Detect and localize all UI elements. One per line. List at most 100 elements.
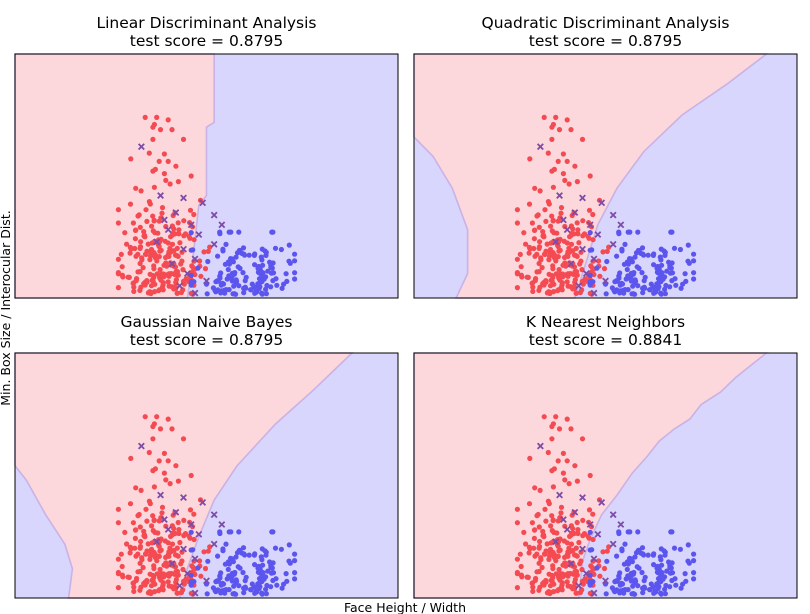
data-point-blue bbox=[223, 241, 229, 247]
misclassified-marker bbox=[191, 255, 199, 263]
data-point-blue bbox=[259, 557, 265, 563]
data-point-red bbox=[207, 544, 213, 550]
misclassified-marker bbox=[582, 270, 590, 278]
data-point-red bbox=[181, 517, 187, 524]
data-point-red bbox=[167, 181, 173, 187]
misclassified-marker bbox=[187, 221, 195, 229]
data-point-red bbox=[140, 265, 146, 271]
data-point-blue bbox=[188, 230, 194, 236]
data-point-red bbox=[198, 573, 204, 579]
data-point-blue bbox=[651, 262, 657, 268]
data-point-red bbox=[540, 233, 546, 239]
data-point-blue bbox=[658, 257, 664, 263]
data-point-red bbox=[198, 273, 204, 279]
data-point-blue bbox=[685, 542, 691, 548]
data-point-red bbox=[161, 151, 167, 157]
data-point-red bbox=[560, 151, 567, 157]
data-point-blue bbox=[281, 281, 287, 287]
data-point-red bbox=[137, 560, 143, 566]
data-point-red bbox=[566, 181, 572, 187]
data-point-red bbox=[159, 504, 166, 510]
data-point-red bbox=[177, 539, 183, 546]
y-axis-label: Min. Box Size / Interocular Dist. bbox=[0, 210, 13, 405]
data-point-red bbox=[182, 231, 189, 237]
data-point-red bbox=[536, 224, 542, 230]
data-point-red bbox=[564, 458, 570, 464]
data-point-red bbox=[175, 519, 181, 526]
misclassified-marker bbox=[137, 442, 145, 450]
data-point-blue bbox=[662, 586, 668, 592]
data-point-blue bbox=[236, 529, 242, 535]
data-point-blue bbox=[632, 277, 638, 283]
data-point-red bbox=[530, 588, 536, 595]
data-point-blue bbox=[635, 229, 641, 235]
data-point-red bbox=[526, 201, 533, 207]
data-point-red bbox=[150, 423, 156, 430]
data-point-red bbox=[115, 256, 121, 262]
data-point-blue bbox=[603, 591, 609, 597]
misclassified-marker bbox=[210, 240, 218, 248]
data-point-red bbox=[173, 463, 179, 469]
data-point-red bbox=[115, 207, 121, 213]
data-point-red bbox=[128, 156, 134, 162]
data-point-blue bbox=[617, 582, 623, 588]
data-point-blue bbox=[671, 245, 678, 251]
data-point-blue bbox=[691, 258, 697, 264]
data-point-red bbox=[545, 449, 551, 456]
data-point-blue bbox=[662, 552, 668, 558]
data-point-blue bbox=[651, 562, 657, 568]
data-point-blue bbox=[587, 230, 593, 236]
data-point-red bbox=[560, 450, 567, 456]
data-point-blue bbox=[263, 586, 269, 592]
data-point-red bbox=[165, 158, 171, 164]
data-point-blue bbox=[236, 247, 242, 254]
data-point-red bbox=[525, 274, 531, 280]
data-point-red bbox=[606, 244, 612, 250]
misclassified-marker bbox=[617, 221, 625, 229]
data-point-red bbox=[115, 569, 121, 576]
data-point-blue bbox=[278, 546, 284, 552]
data-point-blue bbox=[628, 256, 634, 262]
data-point-blue bbox=[612, 579, 618, 585]
data-point-blue bbox=[292, 570, 298, 576]
data-point-blue bbox=[268, 570, 275, 576]
data-point-red bbox=[137, 568, 143, 575]
data-point-red bbox=[158, 277, 164, 283]
data-point-blue bbox=[673, 582, 679, 588]
data-point-red bbox=[547, 253, 553, 259]
data-point-red bbox=[160, 287, 166, 293]
data-point-red bbox=[557, 277, 563, 283]
data-point-red bbox=[127, 250, 133, 256]
data-point-red bbox=[578, 558, 584, 564]
data-point-red bbox=[166, 271, 172, 277]
data-point-red bbox=[514, 520, 521, 526]
data-point-blue bbox=[188, 272, 194, 278]
data-point-red bbox=[554, 530, 560, 536]
data-point-red bbox=[555, 458, 561, 464]
data-point-blue bbox=[639, 569, 645, 576]
data-point-red bbox=[141, 281, 147, 287]
data-point-blue bbox=[292, 276, 298, 282]
data-point-blue bbox=[231, 583, 237, 589]
data-point-blue bbox=[682, 571, 688, 577]
data-point-blue bbox=[225, 266, 231, 273]
misclassified-marker bbox=[160, 216, 168, 224]
misclassified-marker bbox=[218, 521, 226, 528]
data-point-blue bbox=[263, 286, 269, 292]
data-point-red bbox=[156, 243, 162, 250]
data-point-blue bbox=[667, 270, 674, 276]
data-point-red bbox=[568, 127, 574, 133]
data-point-red bbox=[548, 540, 554, 546]
misclassified-marker bbox=[172, 508, 180, 516]
data-point-red bbox=[526, 250, 532, 256]
data-point-red bbox=[156, 288, 162, 294]
data-point-blue bbox=[217, 573, 223, 579]
data-point-blue bbox=[660, 274, 666, 280]
data-point-blue bbox=[673, 282, 679, 288]
data-point-red bbox=[188, 472, 194, 479]
data-point-red bbox=[132, 545, 138, 551]
data-point-red bbox=[587, 472, 593, 479]
data-point-red bbox=[135, 251, 141, 257]
data-point-red bbox=[179, 258, 185, 264]
